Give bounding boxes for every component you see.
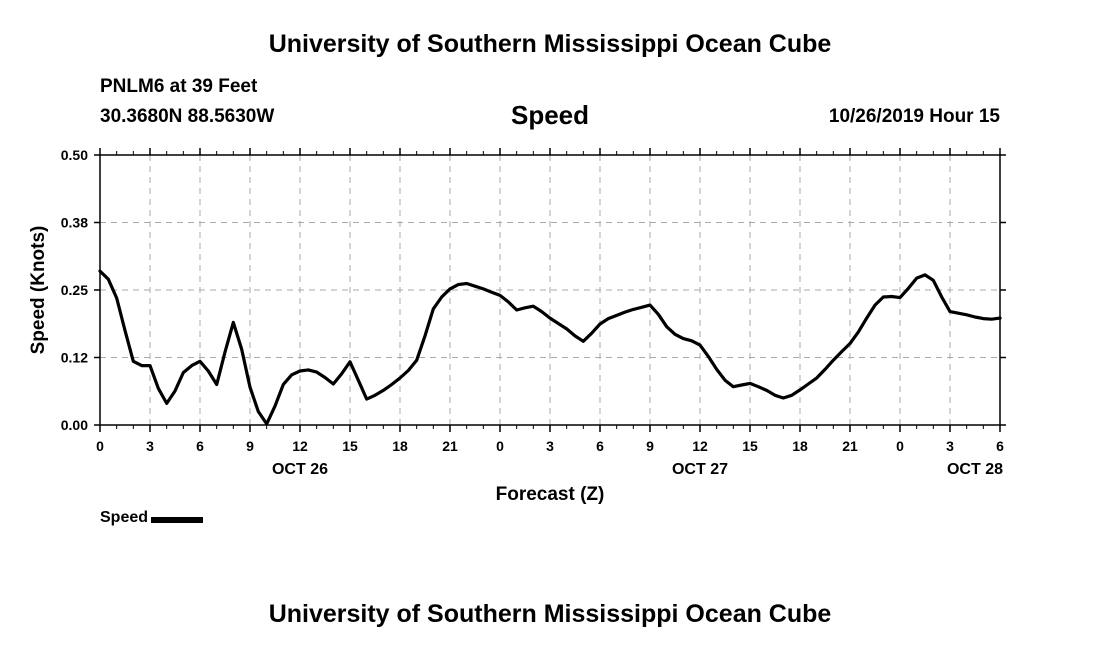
x-axis-ticks: 0 3 6 9 12 15 18 21 0 3 6 9 12 15 18 21 0 3 6 (96, 148, 1004, 454)
x-tick-label: 15 (742, 438, 758, 454)
x-tick-label: 0 (96, 438, 104, 454)
y-tick-label: 0.38 (61, 215, 88, 231)
y-tick-label: 0.50 (61, 147, 88, 163)
x-tick-label: 6 (596, 438, 604, 454)
x-tick-label: 0 (896, 438, 904, 454)
top-title: University of Southern Mississippi Ocean… (268, 30, 832, 58)
y-tick-label: 0.25 (61, 282, 88, 298)
x-tick-label: 0 (496, 438, 504, 454)
datetime-label: 10/26/2019 Hour 15 (828, 106, 1000, 127)
x-tick-label: 6 (996, 438, 1004, 454)
date-label: OCT 28 (947, 461, 1003, 478)
x-tick-label: 6 (196, 438, 204, 454)
legend-label: Speed (100, 509, 149, 526)
station-label: PNLM6 at 39 Feet (100, 76, 258, 97)
speed-series-line (98, 269, 1002, 426)
x-tick-label: 12 (692, 438, 708, 454)
x-tick-label: 21 (442, 438, 458, 454)
x-tick-label: 3 (146, 438, 154, 454)
legend-swatch (151, 516, 204, 523)
y-axis-ticks: 0.00 0.12 0.25 0.38 0.50 (61, 147, 1006, 433)
x-axis-label: Forecast (Z) (496, 484, 605, 505)
y-axis-label: Speed (Knots) (28, 226, 49, 355)
y-tick-label: 0.00 (61, 417, 88, 433)
x-tick-label: 21 (842, 438, 858, 454)
bottom-title: University of Southern Mississippi Ocean… (268, 600, 832, 628)
x-tick-label: 18 (392, 438, 408, 454)
date-label: OCT 26 (272, 461, 328, 478)
y-tick-label: 0.12 (61, 350, 88, 366)
x-tick-label: 3 (546, 438, 554, 454)
x-tick-label: 12 (292, 438, 308, 454)
x-tick-label: 9 (646, 438, 654, 454)
plot-frame (99, 154, 1001, 426)
date-labels: OCT 26 OCT 27 OCT 28 (272, 461, 1003, 478)
chart-title: Speed (510, 100, 590, 130)
x-tick-label: 9 (246, 438, 254, 454)
date-label: OCT 27 (672, 461, 728, 478)
legend: Speed (100, 509, 204, 527)
x-tick-label: 15 (342, 438, 358, 454)
x-tick-label: 3 (946, 438, 954, 454)
coordinates-label: 30.3680N 88.5630W (100, 106, 275, 127)
grid-lines (100, 155, 1000, 425)
x-tick-label: 18 (792, 438, 808, 454)
